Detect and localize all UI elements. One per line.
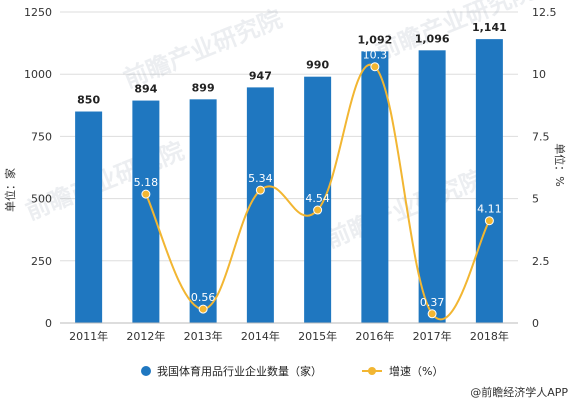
y-tick-label-left: 1250 bbox=[24, 6, 52, 19]
line-point bbox=[427, 309, 437, 319]
x-tick-label: 2018年 bbox=[470, 329, 509, 343]
line-point bbox=[198, 304, 208, 314]
y-axis-right: 0 2.5 5 7.5 10 12.5 bbox=[532, 6, 557, 330]
bar-value-label: 1,096 bbox=[415, 32, 450, 45]
bar-value-labels: 850 894 899 947 990 1,092 1,096 1,141 bbox=[77, 21, 507, 106]
y-tick-label-right: 7.5 bbox=[532, 130, 550, 143]
legend-bar-marker bbox=[141, 366, 151, 376]
watermark: 前瞻产业研究院 bbox=[22, 137, 188, 226]
line-value-label: 4.11 bbox=[477, 203, 502, 216]
x-tick-label: 2014年 bbox=[241, 329, 280, 343]
line-point bbox=[313, 205, 323, 215]
bar-value-label: 850 bbox=[77, 94, 100, 107]
y-tick-label-left: 500 bbox=[31, 193, 52, 206]
x-tick-label: 2015年 bbox=[298, 329, 337, 343]
y-tick-label-left: 1000 bbox=[24, 68, 52, 81]
x-tick-label: 2011年 bbox=[69, 329, 108, 343]
bar bbox=[246, 87, 274, 323]
line-point bbox=[255, 185, 265, 195]
line-value-label: 5.18 bbox=[134, 176, 159, 189]
line-point bbox=[141, 189, 151, 199]
x-tick-label: 2012年 bbox=[126, 329, 165, 343]
line-point bbox=[370, 62, 380, 72]
bar-value-label: 894 bbox=[134, 83, 157, 96]
x-axis: 2011年 2012年 2013年 2014年 2015年 2016年 2017年 2018年 bbox=[60, 322, 518, 343]
y-tick-label-right: 0 bbox=[532, 317, 539, 330]
y-tick-label-right: 12.5 bbox=[532, 6, 557, 19]
legend-bar-label: 我国体育用品行业企业数量（家） bbox=[157, 364, 322, 378]
watermark: 前瞻产业研究院 bbox=[322, 165, 488, 254]
x-tick-label: 2016年 bbox=[355, 329, 394, 343]
legend-line-label: 增速（%） bbox=[389, 364, 443, 378]
y-tick-label-right: 2.5 bbox=[532, 255, 550, 268]
x-tick-label: 2013年 bbox=[184, 329, 223, 343]
bar bbox=[189, 99, 217, 323]
y-tick-label-left: 0 bbox=[45, 317, 52, 330]
line-series bbox=[141, 62, 494, 321]
bar-value-label: 1,092 bbox=[357, 33, 392, 46]
line-value-label: 5.34 bbox=[248, 172, 273, 185]
bar bbox=[475, 39, 503, 323]
bar bbox=[418, 50, 446, 324]
y-axis-left: 0 250 500 750 1000 1250 bbox=[24, 6, 52, 330]
y-axis-title-left: 单位：家 bbox=[3, 168, 17, 212]
y-tick-label-right: 10 bbox=[532, 68, 546, 81]
bar-series bbox=[75, 39, 503, 324]
bar bbox=[132, 100, 160, 323]
line-point bbox=[484, 216, 494, 226]
bar-value-label: 1,141 bbox=[472, 21, 507, 34]
y-tick-label-left: 750 bbox=[31, 130, 52, 143]
x-tick-label: 2017年 bbox=[413, 329, 452, 343]
legend: 我国体育用品行业企业数量（家） 增速（%） bbox=[141, 364, 443, 378]
line-value-label: 4.54 bbox=[305, 192, 330, 205]
bar bbox=[361, 51, 389, 324]
y-tick-label-left: 250 bbox=[31, 255, 52, 268]
line-value-label: 10.3 bbox=[363, 49, 388, 62]
line-value-label: 0.56 bbox=[191, 291, 216, 304]
y-axis-title-right: 单位：% bbox=[553, 143, 567, 186]
source-credit: @前瞻经济学人APP bbox=[470, 385, 568, 399]
line-value-labels: 5.18 0.56 5.34 4.54 10.3 0.37 4.11 bbox=[134, 49, 502, 309]
bar-value-label: 990 bbox=[306, 59, 329, 72]
line-value-label: 0.37 bbox=[420, 296, 445, 309]
bar-value-label: 947 bbox=[249, 69, 272, 82]
bar bbox=[75, 111, 103, 324]
y-tick-label-right: 5 bbox=[532, 193, 539, 206]
bar bbox=[304, 76, 332, 323]
legend-line-marker-dot bbox=[368, 367, 376, 375]
bar-value-label: 899 bbox=[192, 81, 215, 94]
watermark: 前瞻产业研究院 bbox=[372, 0, 538, 66]
